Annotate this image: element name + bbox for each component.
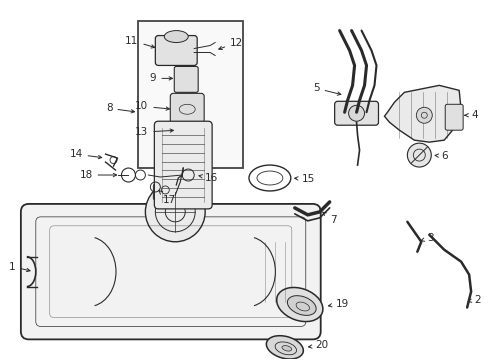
- FancyBboxPatch shape: [175, 122, 195, 140]
- Text: 12: 12: [219, 37, 244, 50]
- Ellipse shape: [288, 296, 316, 315]
- FancyBboxPatch shape: [154, 121, 212, 209]
- Text: 1: 1: [9, 262, 30, 272]
- Text: 13: 13: [135, 127, 173, 137]
- FancyBboxPatch shape: [445, 104, 463, 130]
- Text: 10: 10: [135, 101, 170, 111]
- Text: 9: 9: [150, 73, 172, 84]
- Circle shape: [407, 143, 431, 167]
- Text: 20: 20: [309, 340, 329, 350]
- Circle shape: [146, 182, 205, 242]
- Text: 15: 15: [294, 174, 315, 184]
- FancyBboxPatch shape: [21, 204, 321, 339]
- Text: 8: 8: [106, 103, 135, 113]
- Circle shape: [348, 105, 365, 121]
- Bar: [138, 21, 243, 168]
- Text: 19: 19: [328, 298, 349, 309]
- FancyBboxPatch shape: [171, 93, 204, 125]
- Ellipse shape: [277, 287, 323, 321]
- Ellipse shape: [282, 346, 292, 351]
- Text: 7: 7: [323, 212, 336, 225]
- Text: 3: 3: [421, 233, 434, 243]
- Text: 4: 4: [465, 110, 478, 120]
- FancyBboxPatch shape: [335, 101, 378, 125]
- Text: 17: 17: [159, 190, 175, 205]
- Text: 11: 11: [125, 36, 155, 48]
- Polygon shape: [385, 85, 461, 142]
- FancyBboxPatch shape: [174, 67, 198, 92]
- Ellipse shape: [164, 31, 188, 42]
- FancyBboxPatch shape: [164, 178, 186, 188]
- Circle shape: [416, 107, 432, 123]
- Text: 16: 16: [199, 173, 219, 183]
- FancyBboxPatch shape: [153, 184, 197, 200]
- Text: 2: 2: [468, 294, 481, 305]
- Text: 18: 18: [79, 170, 117, 180]
- Ellipse shape: [267, 336, 303, 359]
- FancyBboxPatch shape: [155, 36, 197, 66]
- Text: 5: 5: [313, 84, 341, 95]
- Text: 6: 6: [435, 151, 448, 161]
- Text: 14: 14: [70, 149, 102, 159]
